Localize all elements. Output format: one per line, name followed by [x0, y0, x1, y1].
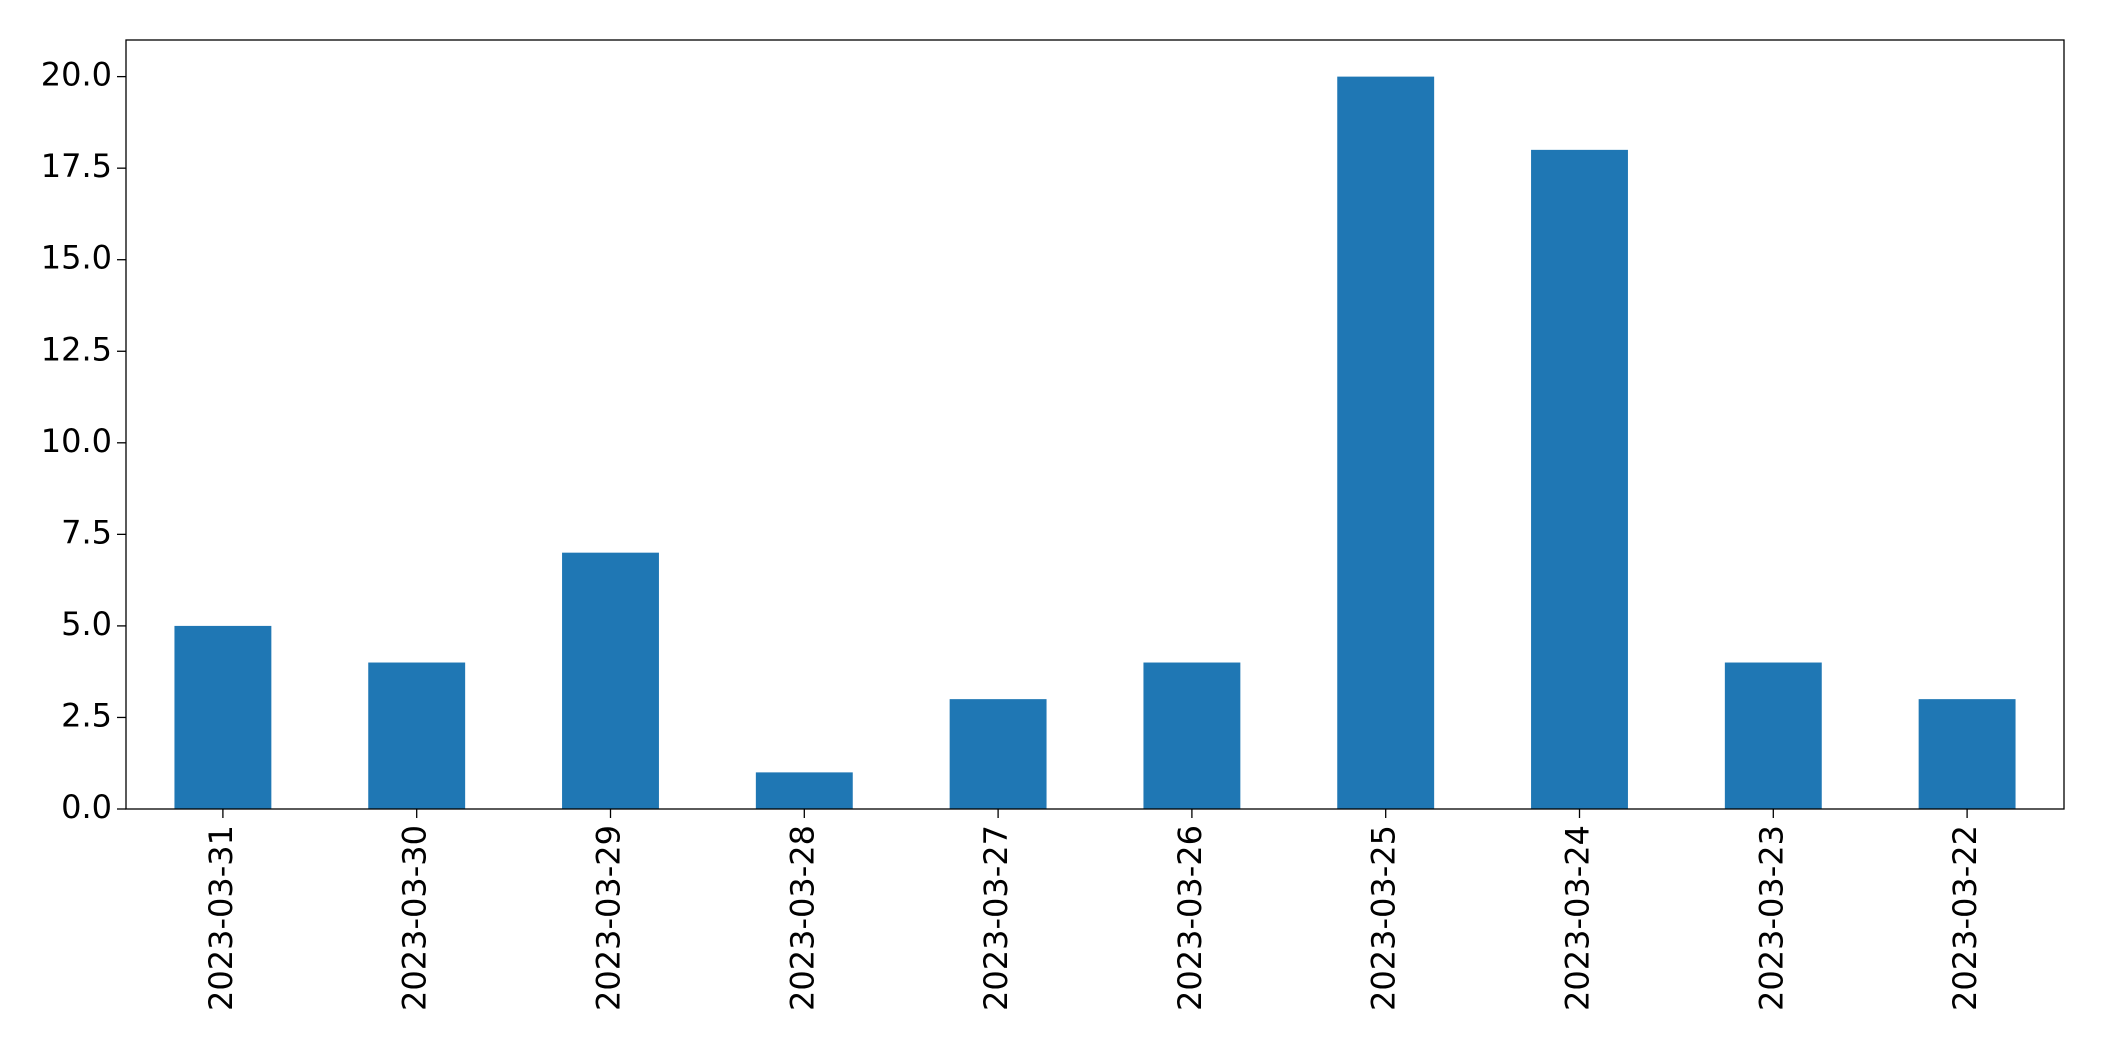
bar — [755, 772, 853, 809]
x-tick-label: 2023-03-28 — [783, 825, 821, 1011]
bar — [174, 625, 272, 809]
y-tick-label: 0.0 — [61, 788, 112, 826]
y-tick-label: 10.0 — [41, 422, 112, 460]
y-tick-label: 15.0 — [41, 239, 112, 277]
y-tick-label: 5.0 — [61, 605, 112, 643]
x-tick-label: 2023-03-27 — [977, 825, 1015, 1011]
x-tick-label: 2023-03-22 — [1946, 825, 1984, 1011]
bar — [1337, 76, 1435, 810]
x-tick-label: 2023-03-24 — [1559, 825, 1597, 1011]
y-tick-label: 17.5 — [41, 147, 112, 185]
y-tick-label: 7.5 — [61, 513, 112, 551]
bar — [1531, 149, 1628, 809]
bar — [368, 662, 466, 809]
plot-frame — [125, 39, 2065, 810]
bar — [562, 552, 659, 809]
bar — [1724, 662, 1822, 809]
x-tick-label: 2023-03-29 — [590, 825, 628, 1011]
y-tick-label: 12.5 — [41, 330, 112, 368]
x-tick-label: 2023-03-31 — [202, 825, 240, 1011]
bar — [1143, 662, 1241, 809]
y-tick-label: 2.5 — [61, 696, 112, 734]
x-tick-label: 2023-03-30 — [396, 825, 434, 1011]
y-tick-label: 20.0 — [41, 56, 112, 94]
bar — [949, 699, 1047, 809]
bar — [1918, 699, 2016, 809]
x-tick-label: 2023-03-26 — [1171, 825, 1209, 1011]
x-tick-label: 2023-03-25 — [1365, 825, 1403, 1011]
x-tick-label: 2023-03-23 — [1752, 825, 1790, 1011]
